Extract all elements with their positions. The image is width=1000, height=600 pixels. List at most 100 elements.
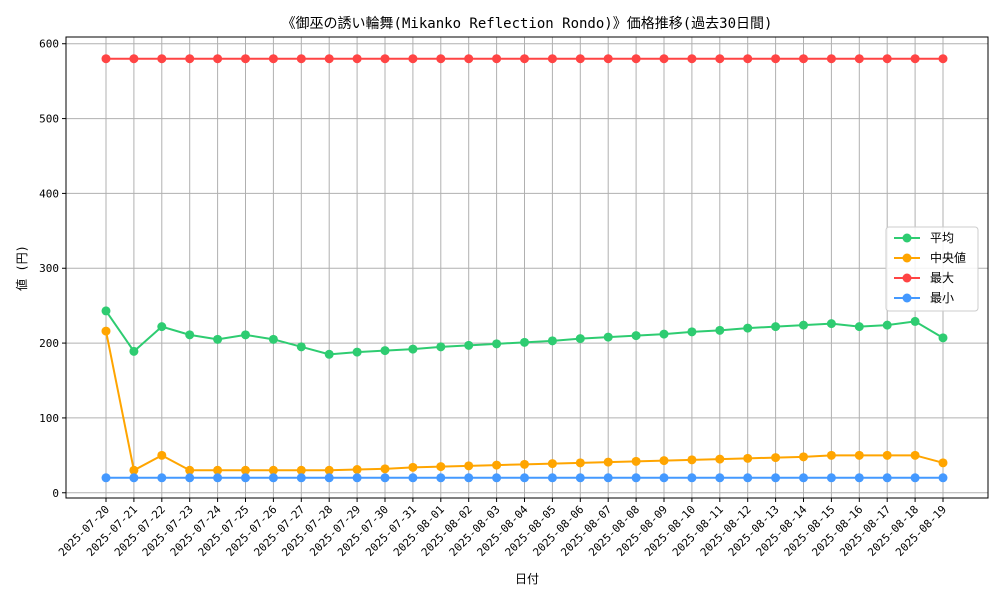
data-point <box>464 340 474 350</box>
data-point <box>938 54 948 64</box>
data-point <box>380 346 390 356</box>
series-0 <box>101 306 948 359</box>
data-point <box>157 450 167 460</box>
data-point <box>547 336 557 346</box>
data-point <box>520 54 529 64</box>
data-point <box>268 473 278 483</box>
data-point <box>101 326 111 336</box>
data-point <box>715 54 725 64</box>
data-point <box>129 473 139 483</box>
data-point <box>408 473 418 483</box>
data-point <box>687 455 697 465</box>
data-point <box>743 453 753 463</box>
data-point <box>352 54 362 64</box>
data-point <box>631 331 641 341</box>
legend-label: 最小 <box>930 291 954 305</box>
data-point <box>268 54 278 64</box>
data-point <box>213 473 223 483</box>
data-point <box>854 322 864 332</box>
data-point <box>492 54 502 64</box>
data-point <box>659 54 669 64</box>
data-point <box>547 54 557 64</box>
data-point <box>743 54 753 64</box>
data-point <box>492 460 502 470</box>
data-point <box>352 473 362 483</box>
legend-swatch-marker <box>902 253 912 263</box>
data-point <box>826 450 836 460</box>
data-point <box>213 54 223 64</box>
data-point <box>436 462 446 472</box>
data-point <box>352 347 362 357</box>
data-point <box>687 54 697 64</box>
data-point <box>575 334 585 344</box>
data-point <box>520 337 529 347</box>
data-point <box>799 54 808 64</box>
data-point <box>185 54 195 64</box>
data-point <box>324 349 334 359</box>
data-point <box>575 458 585 468</box>
legend-label: 平均 <box>930 231 954 245</box>
data-point <box>268 334 278 344</box>
legend-item: 最大 <box>894 271 954 285</box>
data-point <box>854 473 864 483</box>
data-point <box>771 322 781 332</box>
legend-item: 平均 <box>894 231 954 245</box>
data-point <box>324 465 334 475</box>
data-point <box>492 473 502 483</box>
data-point <box>715 473 725 483</box>
legend-swatch-marker <box>902 293 912 303</box>
series-3 <box>101 473 948 483</box>
data-point <box>129 346 139 356</box>
data-point <box>687 327 697 337</box>
data-point <box>129 465 139 475</box>
data-point <box>631 54 641 64</box>
data-point <box>715 454 725 464</box>
data-point <box>854 450 864 460</box>
data-point <box>910 316 920 326</box>
legend-box <box>885 226 979 312</box>
x-axis-label: 日付 <box>515 572 539 586</box>
y-tick-label: 300 <box>39 262 59 275</box>
series-layer <box>101 54 948 483</box>
y-tick-label: 400 <box>39 187 59 200</box>
data-point <box>157 473 167 483</box>
x-axis: 2025-07-202025-07-212025-07-222025-07-23… <box>56 498 949 559</box>
data-point <box>241 473 250 483</box>
legend-swatch-marker <box>902 273 912 283</box>
legend-label: 最大 <box>930 271 954 285</box>
data-point <box>268 465 278 475</box>
y-tick-label: 100 <box>39 412 59 425</box>
data-point <box>213 465 223 475</box>
data-point <box>938 333 948 343</box>
data-point <box>603 54 613 64</box>
legend-label: 中央値 <box>930 250 966 265</box>
data-point <box>631 473 641 483</box>
data-point <box>743 323 753 333</box>
data-point <box>771 473 781 483</box>
data-point <box>882 450 892 460</box>
series-1 <box>101 326 948 475</box>
data-point <box>296 465 306 475</box>
data-point <box>547 473 557 483</box>
data-point <box>603 457 613 467</box>
data-point <box>296 54 306 64</box>
data-point <box>743 473 753 483</box>
legend-item: 中央値 <box>894 250 966 265</box>
data-point <box>882 320 892 330</box>
data-point <box>296 473 306 483</box>
data-point <box>213 334 223 344</box>
data-point <box>324 473 334 483</box>
data-point <box>771 453 781 463</box>
data-point <box>241 330 250 340</box>
data-point <box>324 54 334 64</box>
data-point <box>408 462 418 472</box>
data-point <box>101 473 111 483</box>
data-point <box>799 320 808 330</box>
data-point <box>101 306 111 316</box>
data-point <box>492 339 502 349</box>
data-point <box>631 456 641 466</box>
data-point <box>715 325 725 335</box>
data-point <box>520 473 529 483</box>
